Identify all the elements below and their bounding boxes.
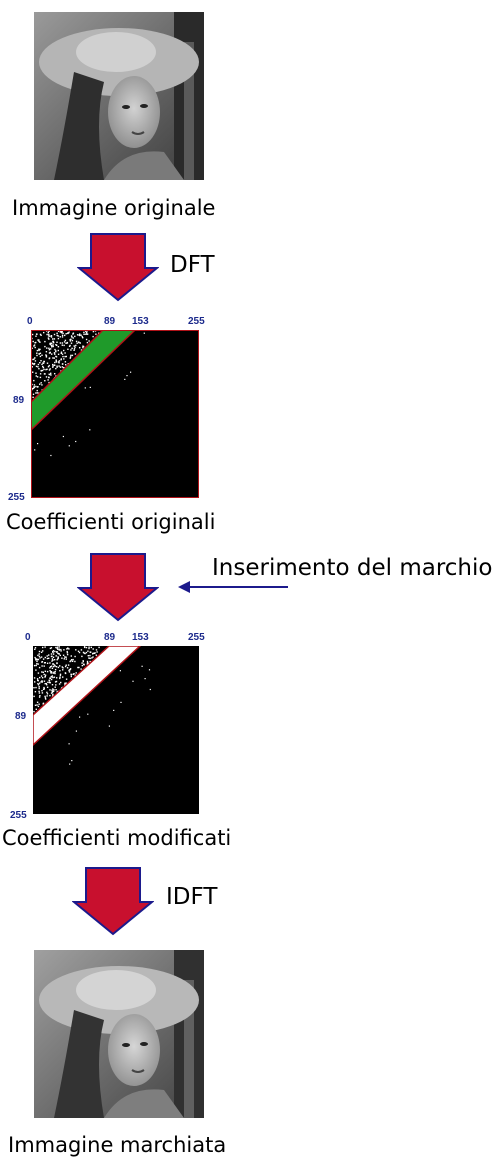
tick-top-255: 255 [188, 316, 205, 327]
down-arrow-icon [72, 866, 154, 936]
band-modified [33, 646, 142, 747]
band-original [31, 330, 137, 432]
label-dft: DFT [170, 252, 215, 278]
modified-coefficients-plot [33, 646, 199, 814]
original-image [34, 12, 204, 180]
watermarked-image [34, 950, 204, 1118]
original-coefficients-plot [31, 330, 199, 498]
tick-left-89: 89 [15, 711, 27, 722]
down-arrow-icon [77, 232, 159, 302]
caption-original-coefficients: Coefficienti originali [6, 510, 216, 534]
tick-top-255: 255 [188, 632, 205, 643]
down-arrow-icon [77, 552, 159, 622]
tick-left-255: 255 [10, 810, 27, 821]
tick-top-89: 89 [104, 316, 116, 327]
label-embedding: Inserimento del marchio [212, 555, 493, 581]
tick-left-89: 89 [13, 395, 25, 406]
tick-top-89: 89 [104, 632, 116, 643]
caption-watermarked-image: Immagine marchiata [8, 1133, 227, 1157]
caption-original-image: Immagine originale [12, 196, 216, 220]
caption-modified-coefficients: Coefficienti modificati [2, 826, 232, 850]
left-arrow-icon [178, 580, 290, 594]
tick-left-255: 255 [8, 492, 25, 503]
tick-top-153: 153 [132, 632, 149, 643]
tick-top-153: 153 [132, 316, 149, 327]
tick-top-0: 0 [27, 316, 33, 327]
tick-top-0: 0 [25, 632, 31, 643]
label-idft: IDFT [166, 884, 218, 910]
